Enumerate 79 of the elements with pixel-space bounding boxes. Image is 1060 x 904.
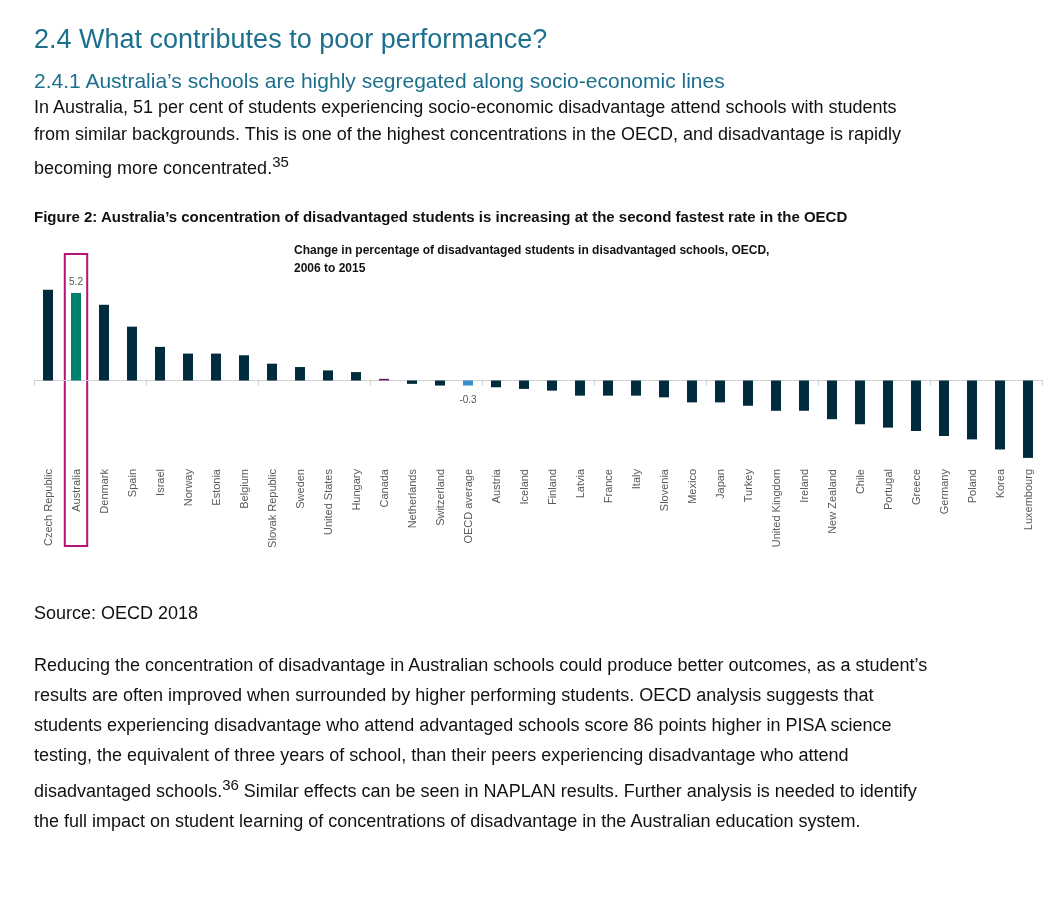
bar <box>967 380 977 440</box>
x-tick-label: Austria <box>490 468 502 504</box>
x-tick-label: Germany <box>938 468 950 515</box>
x-tick-label: Finland <box>546 469 558 506</box>
caption: Figure 2: Australia’s concentration of disadvantaged students is increasing at the second fastest rate in the OECD <box>34 207 849 227</box>
bar <box>99 304 109 381</box>
x-tick-label: Norway <box>182 468 194 507</box>
x-tick-label: Canada <box>378 468 390 508</box>
bar <box>323 370 333 381</box>
x-tick-label: Latvia <box>574 468 586 499</box>
bar <box>183 353 193 381</box>
x-tick-label: Netherlands <box>406 468 418 529</box>
bar <box>491 380 501 388</box>
text: 2.4 What contributes to poor performance? <box>34 23 549 56</box>
bar <box>687 380 697 403</box>
data-label: -0.3 <box>459 394 478 406</box>
source-note: Source: OECD 2018 <box>34 603 200 624</box>
x-tick-label: Korea <box>994 468 1006 499</box>
bar <box>43 289 53 381</box>
x-tick-label: Ireland <box>798 469 810 503</box>
x-tick-label: Mexico <box>686 469 698 504</box>
x-tick-label: Czech Republic <box>42 468 54 547</box>
bar <box>995 380 1005 450</box>
bar <box>715 380 725 403</box>
x-tick-label: Japan <box>714 469 726 499</box>
x-tick-label: Belgium <box>238 469 250 509</box>
bar <box>435 380 445 386</box>
bar <box>463 380 473 386</box>
bar <box>155 346 165 381</box>
bar <box>295 367 305 381</box>
text: In Australia, 51 per cent of students experiencing socio-economic disadvantage attend schools with students from similar backgrounds. This is one of the highest concentrations in the OECD, and disadvantage is rapidly becoming more concentrated.$^{35}$ <box>34 96 903 180</box>
bar <box>771 380 781 411</box>
x-tick-label: Iceland <box>518 469 530 505</box>
x-tick-label: OECD average <box>462 469 474 544</box>
x-tick-label: Luxembourg <box>1022 469 1034 531</box>
x-tick-label: Switzerland <box>434 469 446 526</box>
x-tick-label: Slovenia <box>658 468 670 512</box>
x-tick-label: United States <box>322 468 334 536</box>
bar <box>211 353 221 381</box>
bar <box>127 326 137 381</box>
bar <box>575 380 585 396</box>
bar <box>855 380 865 425</box>
bar <box>939 380 949 437</box>
bar <box>883 380 893 428</box>
x-tick-label: Greece <box>910 469 922 506</box>
bar <box>799 380 809 411</box>
x-tick-label: Sweden <box>294 469 306 509</box>
bar <box>603 380 613 396</box>
text: Reducing the concentration of disadvantage in Australian schools could produce better outcomes, as a student’s results are often improved when surrounded by higher performing students. OECD analysis suggests that students experiencing disadvantage who attend advantaged schools score 86 points higher in PISA science testing, the equivalent of three years of school, than their peers experiencing disadvantage who attend disadvantaged schools.$^{36}$ Similar effects can be seen in NAPLAN results. Further analysis is needed to identify the full impact on student learning of concentrations of disadvantage in the Australian education system. <box>34 654 929 833</box>
x-tick-label: Italy <box>630 468 642 490</box>
x-tick-label: Chile <box>854 469 866 495</box>
x-tick-label: Spain <box>126 469 138 498</box>
bar <box>71 293 81 381</box>
x-tick-label: France <box>602 469 614 504</box>
x-tick-label: Israel <box>154 469 166 496</box>
x-tick-label: Poland <box>966 469 978 504</box>
x-tick-label: Australia <box>70 468 82 512</box>
bar <box>631 380 641 396</box>
x-tick-label: Denmark <box>98 468 110 514</box>
x-tick-label: Turkey <box>742 468 754 503</box>
bar <box>827 380 837 420</box>
bar <box>547 380 557 391</box>
x-tick-label: Portugal <box>882 469 894 510</box>
x-tick-label: United Kingdom <box>770 469 782 548</box>
x-tick-label: Slovak Republic <box>266 468 278 548</box>
bar <box>351 372 361 381</box>
x-tick-label: Hungary <box>350 468 362 511</box>
bar <box>519 380 529 389</box>
bar <box>743 380 753 406</box>
data-label: 5.2 <box>69 275 84 287</box>
bar <box>267 363 277 381</box>
text: 2.4.1 Australia’s schools are highly segregated along socio-economic lines <box>34 68 726 94</box>
bar <box>911 380 921 431</box>
x-tick-label: Estonia <box>210 468 222 506</box>
chart-title: Change in percentage of disadvantaged students in disadvantaged schools, OECD, 2006 to 2015 <box>294 243 773 275</box>
x-tick-label: New Zealand <box>826 469 838 534</box>
bar <box>239 355 249 381</box>
bar <box>659 380 669 398</box>
bar <box>1023 380 1033 458</box>
